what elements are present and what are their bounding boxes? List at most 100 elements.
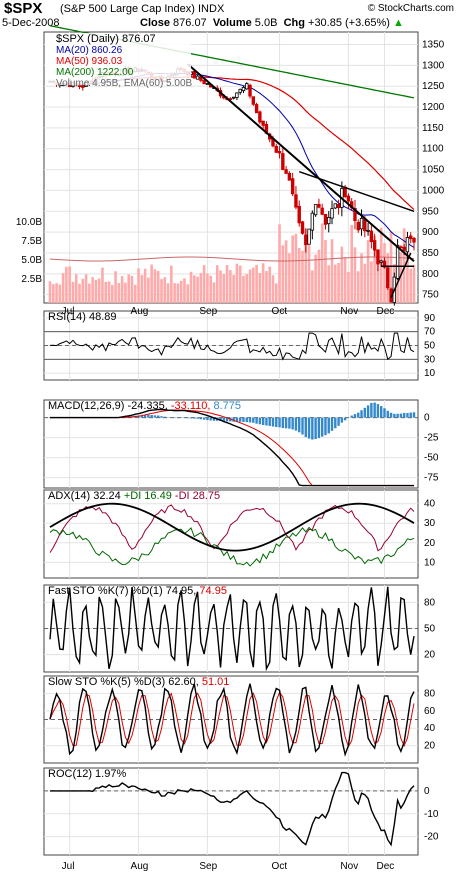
macd-histogram-bar — [163, 416, 166, 418]
macd-histogram-bar — [340, 417, 344, 423]
ssto-tick-label: 40 — [424, 723, 436, 734]
month-label: Nov — [340, 861, 358, 872]
volume-bar — [74, 274, 78, 303]
macd-histogram-bar — [311, 417, 314, 440]
price-tick-label: 800 — [422, 269, 439, 280]
rsi-tick-label: 50 — [424, 341, 436, 352]
macd-tick-label: 0 — [424, 413, 430, 424]
adx-tick-label: 10 — [424, 557, 436, 568]
panel-frame-adx — [43, 489, 419, 579]
candle-body — [205, 83, 210, 85]
volume-bar — [127, 274, 131, 303]
price-tick-label: 1300 — [422, 60, 445, 71]
adx-line — [49, 502, 415, 552]
volume-bar — [124, 282, 127, 303]
candle-body — [386, 267, 390, 289]
candle-body — [241, 87, 246, 92]
volume-bar — [55, 283, 58, 303]
fsto-tick-label: 80 — [424, 597, 436, 608]
volume-bar — [288, 253, 291, 303]
copyright[interactable]: © StockCharts.com — [367, 3, 454, 14]
candle-body — [369, 230, 374, 243]
macd-histogram-bar — [386, 410, 389, 418]
price-tick-label: 750 — [422, 290, 439, 301]
volume-bar — [235, 263, 239, 303]
macd-histogram-bar — [157, 415, 160, 418]
candle-body — [412, 237, 416, 243]
volume-bar — [409, 268, 413, 303]
plus-di-line — [49, 526, 415, 567]
volume-bar — [156, 270, 160, 303]
macd-histogram-bar — [137, 415, 140, 418]
macd-histogram-bar — [284, 417, 288, 429]
candle-body — [277, 150, 282, 154]
price-tick-label: 1350 — [422, 40, 445, 51]
chg-value: +30.85 (+3.65%) — [308, 17, 390, 29]
candle-body — [202, 79, 206, 85]
volume-bar — [91, 277, 94, 303]
candle-body — [287, 172, 292, 181]
volume-bar — [88, 283, 91, 303]
volume-bar — [173, 283, 176, 303]
volume-bar — [268, 266, 272, 303]
macd-histogram-bar — [317, 417, 321, 439]
macd-histogram-bar — [199, 417, 203, 420]
macd-histogram-bar — [389, 412, 393, 418]
trendline-upper — [298, 170, 415, 212]
candle-body — [395, 244, 400, 279]
volume-bar — [117, 283, 121, 303]
macd-histogram-bar — [271, 417, 275, 427]
macd-histogram-bar — [396, 413, 399, 418]
volume-bar — [166, 283, 170, 303]
candle-body — [336, 203, 341, 209]
macd-histogram-bar — [235, 417, 239, 422]
macd-histogram-bar — [186, 417, 189, 419]
volume-bar — [111, 284, 114, 303]
candle-body — [376, 249, 380, 265]
macd-histogram-bar — [202, 417, 206, 420]
roc-title: ROC(12) 1.97% — [48, 768, 126, 780]
macd-histogram-bar — [268, 417, 271, 426]
macd-histogram-bar — [353, 414, 357, 418]
volume-bar — [252, 267, 255, 303]
macd-histogram-bar — [376, 404, 380, 418]
volume-bar — [104, 281, 108, 303]
macd-histogram-bar — [252, 417, 255, 423]
macd-histogram-bar — [140, 415, 144, 418]
candle-body — [359, 217, 364, 230]
chart-header: $SPX (S&P 500 Large Cap Index) INDX © St… — [0, 0, 460, 32]
candle-body — [284, 169, 288, 174]
volume-bar — [366, 240, 370, 303]
volume-bar — [150, 264, 153, 303]
macd-tick-label: -75 — [424, 473, 439, 484]
volume-bar — [68, 266, 71, 303]
candle-body — [399, 246, 403, 249]
volume-bar — [215, 265, 219, 303]
macd-histogram-bar — [275, 417, 278, 427]
volume-bar — [51, 284, 55, 303]
macd-histogram-bar — [298, 417, 301, 433]
volume-bar — [278, 224, 281, 303]
candle-body — [290, 178, 295, 195]
volume-legend: Volume 4.95B, EMA(60) 5.00B — [56, 78, 193, 89]
adx-tick-label: 30 — [424, 518, 436, 529]
volume-bar — [229, 270, 232, 303]
candle-body — [353, 207, 357, 221]
candle-body — [195, 75, 200, 80]
volume-tick-label: 7.5B — [21, 236, 42, 247]
legend-box — [45, 33, 191, 85]
macd-histogram-bar — [248, 417, 252, 423]
volume-bar — [363, 263, 367, 303]
volume-bar — [97, 278, 101, 303]
candle-body — [238, 88, 242, 93]
candle-body — [297, 205, 301, 224]
macd-histogram-bar — [193, 417, 196, 419]
volume-bar — [311, 270, 314, 303]
volume-bar — [376, 257, 380, 303]
volume-bar — [314, 254, 317, 303]
candle-body — [310, 212, 315, 231]
macd-histogram-bar — [212, 417, 216, 421]
candle-body — [356, 221, 360, 231]
candle-body — [366, 229, 370, 232]
